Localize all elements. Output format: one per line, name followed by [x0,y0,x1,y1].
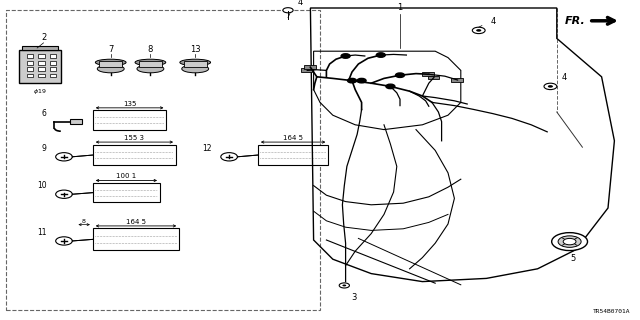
Bar [50,54,56,58]
Circle shape [563,238,576,245]
Bar [38,74,45,77]
Bar [304,65,316,69]
Bar [301,68,312,72]
Bar [422,72,434,76]
Text: 155 3: 155 3 [124,135,145,141]
Text: 1: 1 [397,3,403,12]
Circle shape [342,284,346,286]
Bar [93,183,160,202]
Bar [184,61,207,67]
Circle shape [283,8,293,13]
Circle shape [396,73,404,77]
Text: TR54B0701A: TR54B0701A [593,308,630,314]
Bar [27,74,33,77]
Circle shape [339,283,349,288]
Text: 4: 4 [562,73,567,82]
Ellipse shape [137,65,164,73]
Text: FR.: FR. [565,16,586,26]
Text: 100 1: 100 1 [116,173,136,179]
Bar [258,145,328,165]
Bar [19,50,61,83]
Bar [6,10,320,310]
Circle shape [476,29,481,32]
Bar [22,46,58,50]
Bar [70,119,82,124]
Text: 135: 135 [123,100,136,107]
Bar [139,61,162,67]
Ellipse shape [135,59,166,66]
Text: 2: 2 [41,33,46,42]
Bar [428,76,439,79]
Text: 13: 13 [190,45,200,54]
Circle shape [544,83,557,90]
Circle shape [221,153,237,161]
Circle shape [558,236,581,247]
Circle shape [376,53,385,57]
Bar [451,78,463,82]
Text: 12: 12 [202,144,212,153]
Bar [27,54,33,58]
Text: 11: 11 [37,228,47,237]
Text: 4: 4 [298,0,303,7]
Text: 7: 7 [108,45,113,54]
Circle shape [56,153,72,161]
Bar [93,110,166,130]
Bar [93,228,179,250]
Circle shape [357,78,366,83]
Circle shape [552,233,588,251]
Bar [50,74,56,77]
Bar [99,61,122,67]
Circle shape [548,85,553,88]
Text: 8: 8 [81,219,85,224]
Text: 6: 6 [42,109,47,118]
Text: $\phi$19: $\phi$19 [33,87,47,96]
Bar [27,61,33,65]
Text: 4: 4 [490,17,495,26]
Text: 5: 5 [570,254,575,263]
Text: 164 5: 164 5 [283,135,303,141]
Bar [38,61,45,65]
Text: 164 5: 164 5 [126,219,146,225]
Bar [38,67,45,71]
Circle shape [56,190,72,198]
Circle shape [341,54,350,58]
Ellipse shape [97,65,124,73]
Circle shape [472,27,485,34]
Text: 10: 10 [37,181,47,190]
Ellipse shape [182,65,209,73]
Bar [50,67,56,71]
Bar [50,61,56,65]
Text: 3: 3 [351,293,356,302]
Ellipse shape [95,59,126,66]
Circle shape [56,237,72,245]
Bar [93,145,176,165]
Text: 8: 8 [148,45,153,54]
Ellipse shape [180,59,211,66]
Bar [27,67,33,71]
Circle shape [348,78,356,83]
Circle shape [386,84,395,89]
Bar [38,54,45,58]
Text: 9: 9 [42,144,47,153]
